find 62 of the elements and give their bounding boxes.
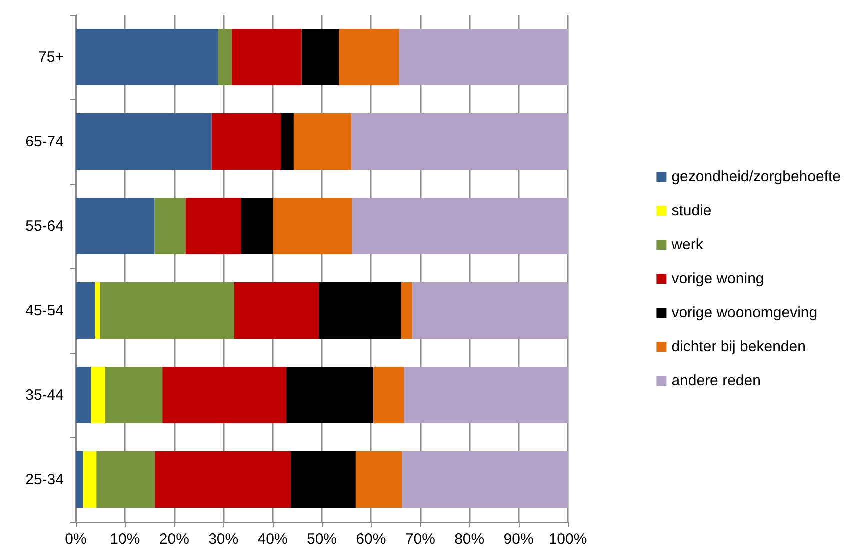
bar <box>291 451 356 508</box>
y-tick-label: 25-34 <box>26 471 64 488</box>
legend-label: gezondheid/zorgbehoefte <box>672 168 842 186</box>
bar <box>412 282 568 340</box>
bar <box>352 113 568 170</box>
bar <box>302 28 340 86</box>
legend-label: studie <box>672 202 712 220</box>
bar <box>232 28 302 86</box>
bar <box>281 113 294 170</box>
bar <box>76 282 96 340</box>
bar <box>100 282 234 340</box>
bar <box>83 451 97 508</box>
bar <box>76 451 84 508</box>
x-tick-label: 10% <box>110 531 140 548</box>
bar <box>352 198 568 255</box>
bar <box>212 113 282 170</box>
bar <box>76 113 212 170</box>
x-tick-label: 60% <box>356 531 386 548</box>
legend-label: vorige woonomgeving <box>672 304 818 322</box>
y-tick-label: 35-44 <box>26 386 64 404</box>
x-tick-label: 40% <box>258 531 288 548</box>
bar <box>399 28 568 86</box>
bar <box>319 282 402 340</box>
x-tick-label: 20% <box>159 531 190 548</box>
legend-label: andere reden <box>672 372 761 390</box>
x-tick-label: 0% <box>65 531 87 548</box>
bar <box>402 451 568 508</box>
y-tick-label: 45-54 <box>26 302 64 320</box>
legend-label: vorige woning <box>672 270 764 288</box>
bar <box>404 366 568 424</box>
bar <box>241 198 274 255</box>
bar <box>96 451 156 508</box>
bar <box>339 28 400 86</box>
x-tick-label: 50% <box>306 531 338 548</box>
bar <box>95 282 100 340</box>
legend-label: dichter bij bekenden <box>672 338 806 356</box>
bar <box>218 28 232 86</box>
y-tick-label: 65-74 <box>26 133 64 150</box>
x-tick-label: 30% <box>208 531 239 548</box>
bar <box>234 282 320 340</box>
x-tick-label: 70% <box>405 531 436 548</box>
bar <box>91 366 106 424</box>
bar <box>76 366 92 424</box>
x-tick-label: 80% <box>454 531 485 548</box>
bar <box>294 113 352 170</box>
bar <box>76 28 218 86</box>
bar <box>162 366 287 424</box>
bar <box>374 366 404 424</box>
bar <box>273 198 352 255</box>
bar <box>401 282 413 340</box>
x-tick-label: 100% <box>548 531 588 548</box>
bar <box>76 198 155 255</box>
bar <box>356 451 402 508</box>
x-tick-label: 90% <box>504 531 534 548</box>
bar <box>154 198 186 255</box>
bar <box>186 198 242 255</box>
bar <box>286 366 374 424</box>
y-tick-label: 75+ <box>38 48 64 66</box>
y-tick-label: 55-64 <box>26 218 64 235</box>
bar <box>106 366 163 424</box>
legend-label: werk <box>670 236 704 254</box>
bar <box>155 451 292 508</box>
